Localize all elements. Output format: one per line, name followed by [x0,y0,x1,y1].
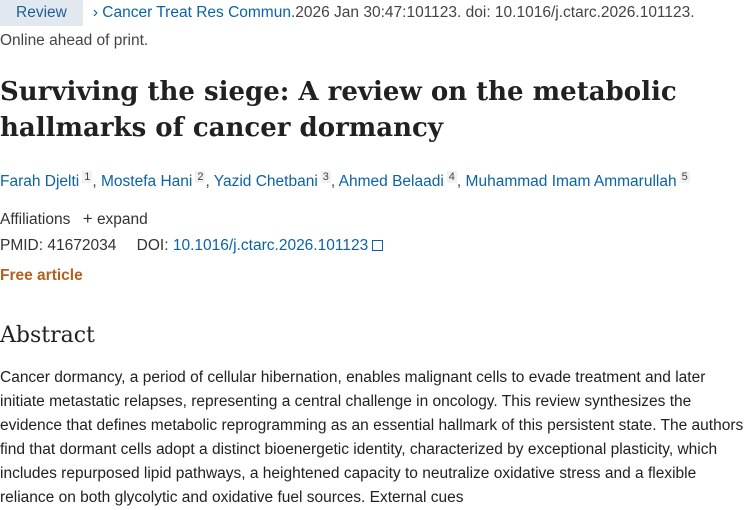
abstract-heading: Abstract [0,323,95,348]
citation-bar: Review › Cancer Treat Res Commun. 2026 J… [0,0,695,26]
pmid-label: PMID: [0,237,44,254]
plus-icon: + [82,209,93,228]
affiliation-ref[interactable]: 3 [320,171,331,183]
free-article-label: Free article [0,267,83,284]
pmid-value: 41672034 [47,237,117,254]
doi-label: DOI: [136,237,169,254]
authors-list: Farah Djelti 1, Mostefa Hani 2, Yazid Chet… [0,171,690,191]
affiliation-ref[interactable]: 2 [195,171,206,183]
journal-link[interactable]: › Cancer Treat Res Commun. [92,4,296,21]
expand-label: expand [96,211,148,228]
author-link[interactable]: Farah Djelti [0,173,80,191]
affiliations-label: Affiliations [0,211,71,228]
chevron-right-icon: › [92,4,103,21]
article-title: Surviving the siege: A review on the met… [0,77,677,143]
article-type-badge: Review [0,0,83,26]
author-link[interactable]: Mostefa Hani [101,173,193,191]
affiliation-ref[interactable]: 4 [446,171,457,183]
doi-link[interactable]: 10.1016/j.ctarc.2026.101123 [173,237,384,254]
identifiers: PMID: 41672034 DOI: 10.1016/j.ctarc.2026… [0,237,384,255]
author-link[interactable]: Muhammad Imam Ammarullah [465,173,677,191]
affiliations-toggle[interactable]: Affiliations + expand [0,209,148,229]
publication-status: Online ahead of print. [0,32,149,49]
external-link-icon [372,240,384,251]
author-link[interactable]: Ahmed Belaadi [338,173,444,191]
author-link[interactable]: Yazid Chetbani [213,173,318,191]
abstract-text: Cancer dormancy, a period of cellular hi… [0,369,744,506]
citation-text: 2026 Jan 30:47:101123. doi: 10.1016/j.ct… [295,4,695,21]
affiliation-ref[interactable]: 5 [679,171,690,183]
affiliation-ref[interactable]: 1 [82,171,93,183]
